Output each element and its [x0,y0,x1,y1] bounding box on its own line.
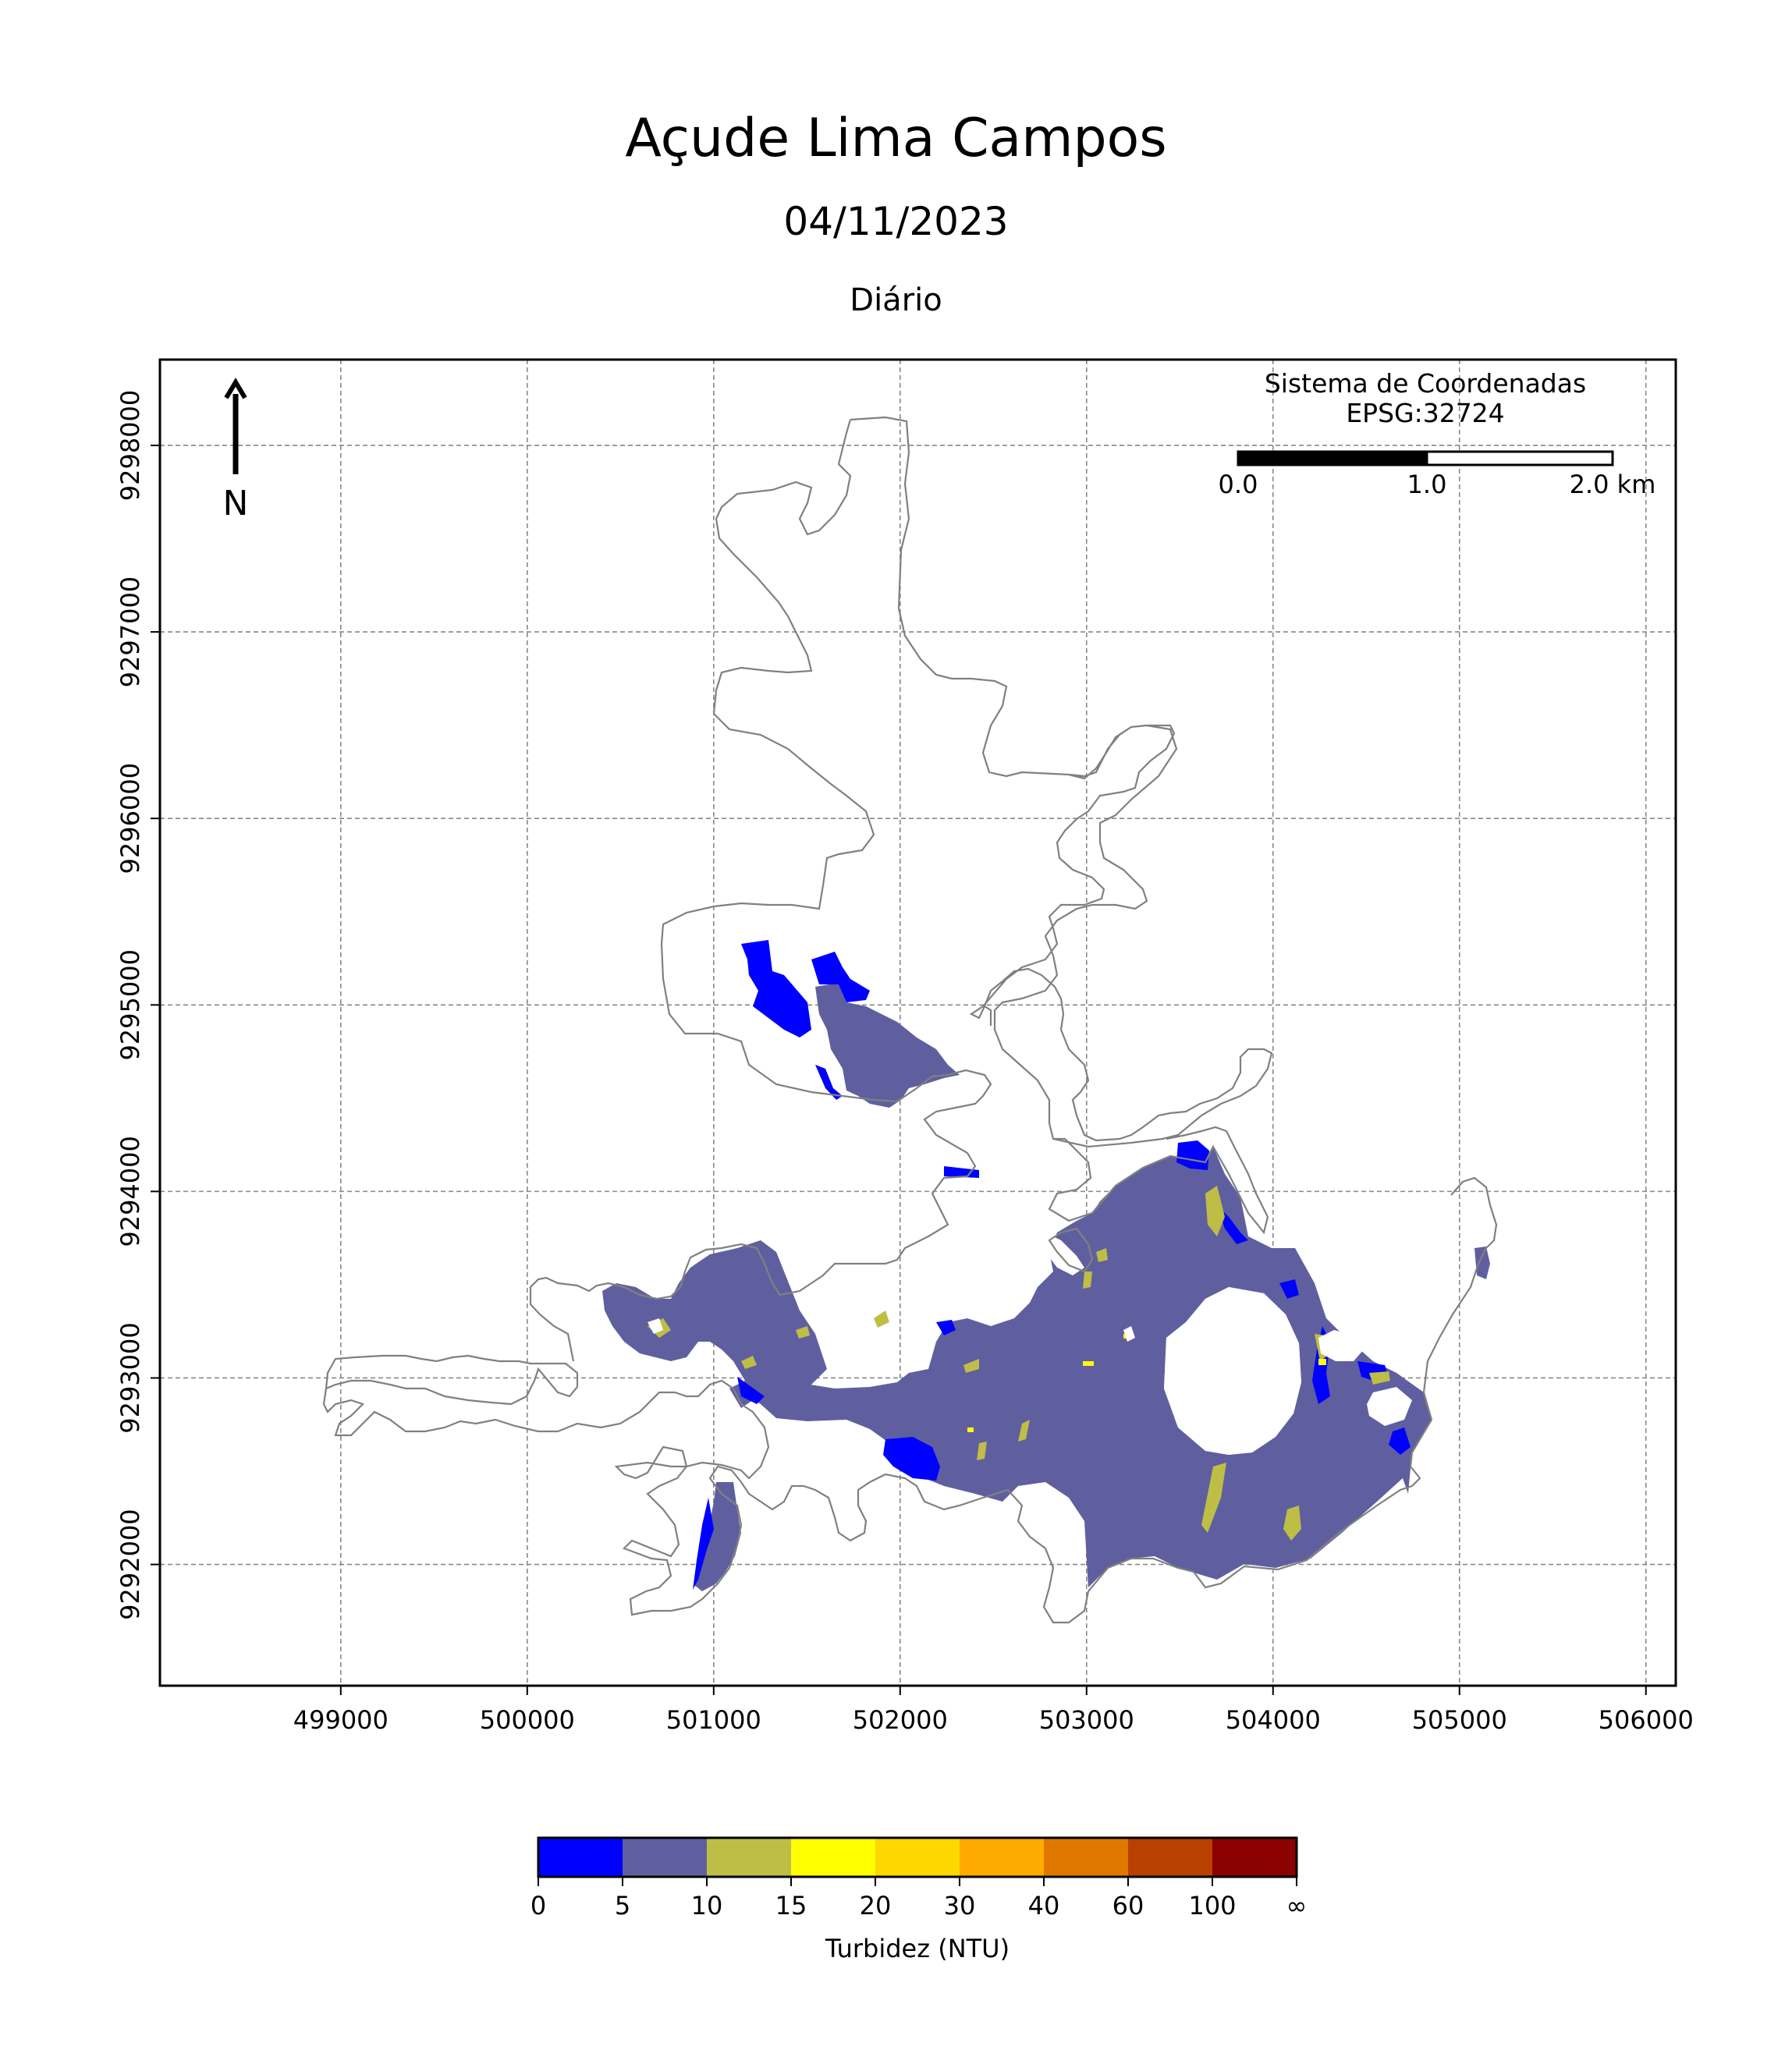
turbidity-area-north [815,983,960,1108]
colorbar [538,1838,1297,1877]
y-tick-label: 9298000 [115,390,145,502]
x-tick-label: 503000 [1039,1705,1134,1735]
reservoir-outline-north [529,419,992,1362]
y-tick-label: 9297000 [115,576,145,688]
north-arrow: N [223,378,249,523]
y-tick-label: 9294000 [115,1136,145,1247]
y-tick-label: 9296000 [115,763,145,874]
scale-bar-label-1: 1.0 [1407,470,1447,499]
crs-line-1: Sistema de Coordenadas [1265,368,1586,399]
crs-line-2: EPSG:32724 [1346,398,1504,428]
x-tick-label: 505000 [1412,1705,1507,1735]
colorbar-tick-label: 40 [1028,1891,1060,1920]
scale-bar: 0.0 1.0 2.0 km [1219,450,1656,499]
colorbar-tick-label: 30 [944,1891,976,1920]
colorbar-bin [623,1838,708,1877]
x-tick-label: 504000 [1226,1705,1321,1735]
colorbar-bin [875,1838,960,1877]
colorbar-bin [791,1838,876,1877]
x-tick-label: 506000 [1599,1705,1694,1735]
colorbar-tick-label: 60 [1112,1891,1144,1920]
colorbar-label: Turbidez (NTU) [825,1934,1010,1963]
colorbar-bin [1044,1838,1129,1877]
x-tick-label: 500000 [480,1705,575,1735]
turbidity-area-east-arm [1474,1247,1490,1279]
colorbar-tick-label: 0 [531,1891,546,1920]
x-tick-label: 499000 [293,1705,389,1735]
y-axis: 9292000 9293000 9294000 9295000 9296000 92970… [115,390,160,1620]
y-tick-label: 9292000 [115,1509,145,1620]
low-turbidity-patches [693,940,1411,1590]
x-tick-label: 502000 [853,1705,948,1735]
turbidity-area-west [602,1240,827,1408]
scale-bar-segment-2 [1425,450,1614,466]
scale-bar-segment-1 [1237,450,1428,466]
axes-frame [158,358,1677,1687]
colorbar-tick-label: 15 [775,1891,807,1920]
y-tick-label: 9295000 [115,949,145,1061]
north-arrow-head-icon [224,378,247,399]
colorbar-bin [960,1838,1045,1877]
map-title: Açude Lima Campos [625,108,1167,169]
colorbar-tick-label: 20 [860,1891,892,1920]
colorbar-tick-label: ∞ [1286,1891,1308,1920]
colorbar-tick-label: 100 [1188,1891,1236,1920]
colorbar-bin [707,1838,792,1877]
colorbar-bin [1212,1838,1297,1877]
x-axis: 499000 500000 501000 502000 503000 504000 5050… [293,1686,1694,1735]
no-data-areas [648,1232,1412,1455]
reservoir-outline [322,416,1498,1624]
turbidity-area-south [694,1482,741,1591]
colorbar-bin [538,1838,623,1877]
colorbar-tick-label: 5 [615,1891,630,1920]
colorbar-tick-label: 10 [691,1891,723,1920]
scale-bar-label-0: 0.0 [1219,470,1258,499]
scale-bar-label-2: 2.0 km [1570,470,1656,499]
x-tick-label: 501000 [666,1705,761,1735]
map-date: 04/11/2023 [783,199,1009,244]
reservoir-layer [602,940,1490,1591]
colorbar-bin [1128,1838,1213,1877]
y-tick-label: 9293000 [115,1322,145,1434]
map-period: Diário [850,282,942,318]
crs-label: Sistema de Coordenadas EPSG:32724 [1265,368,1586,428]
north-label: N [223,484,249,523]
colorbar-ticks: 0 5 10 15 20 30 40 60 100 ∞ [531,1877,1308,1920]
colorbar-frame [537,1836,1298,1878]
turbidity-area-main [749,1147,1432,1587]
